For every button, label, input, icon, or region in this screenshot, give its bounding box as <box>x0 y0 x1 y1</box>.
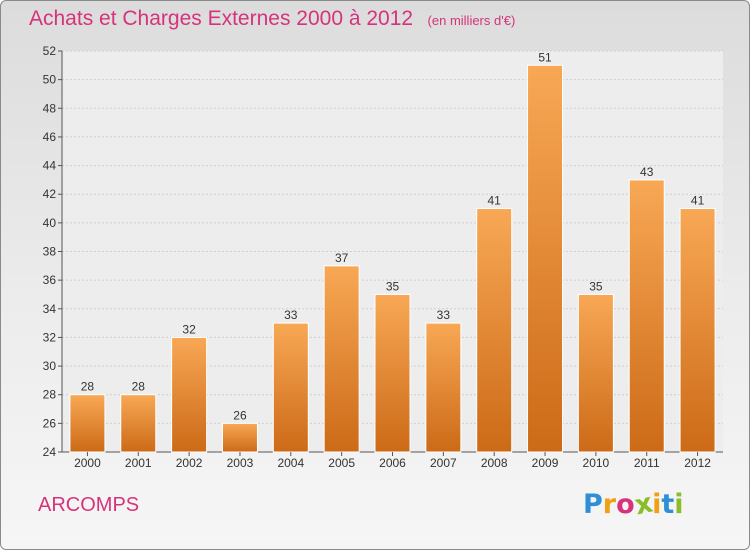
x-tick-label: 2010 <box>583 456 610 470</box>
y-tick-label: 32 <box>43 330 57 344</box>
x-tick-label: 2003 <box>227 456 254 470</box>
data-label: 51 <box>538 50 552 64</box>
y-tick-label: 50 <box>43 73 57 87</box>
proxiti-logo: Proxiti <box>583 488 684 522</box>
x-tick-label: 2000 <box>74 456 101 470</box>
bar-2012 <box>679 208 716 453</box>
data-label: 28 <box>132 380 146 394</box>
bar-2010 <box>577 293 614 453</box>
logo-letter: i <box>652 489 662 520</box>
x-tick-label: 2006 <box>379 456 406 470</box>
bar-2001 <box>120 394 157 453</box>
bar-2005 <box>323 265 360 453</box>
bar-2003 <box>221 422 258 453</box>
bar-2000 <box>69 394 106 453</box>
data-label: 35 <box>589 279 603 293</box>
data-label: 32 <box>182 322 196 336</box>
data-label: 41 <box>691 194 705 208</box>
y-tick-label: 26 <box>43 416 57 430</box>
data-label: 35 <box>386 279 400 293</box>
x-tick-label: 2007 <box>430 456 457 470</box>
y-tick-label: 30 <box>43 359 57 373</box>
y-tick-label: 48 <box>43 101 57 115</box>
bar-2004 <box>272 322 309 453</box>
data-label: 33 <box>284 308 298 322</box>
logo-letter: o <box>616 489 635 520</box>
y-tick-label: 36 <box>43 273 57 287</box>
y-tick-label: 42 <box>43 187 57 201</box>
x-tick-label: 2004 <box>277 456 304 470</box>
data-label: 28 <box>81 380 95 394</box>
x-tick-label: 2011 <box>634 456 660 470</box>
y-tick-label: 52 <box>43 44 57 58</box>
y-tick-label: 24 <box>43 445 57 459</box>
bar-2006 <box>374 293 411 453</box>
y-tick-label: 28 <box>43 388 57 402</box>
y-tick-label: 40 <box>43 216 57 230</box>
bar-2002 <box>171 336 208 453</box>
data-label: 33 <box>437 308 451 322</box>
y-tick-label: 46 <box>43 130 57 144</box>
x-tick-label: 2005 <box>328 456 355 470</box>
logo-letter: i <box>674 489 684 520</box>
bar-2008 <box>476 208 513 453</box>
bar-2009 <box>527 64 564 453</box>
y-tick-label: 44 <box>43 159 57 173</box>
x-tick-label: 2002 <box>176 456 203 470</box>
bar-2007 <box>425 322 462 453</box>
logo-letter: t <box>661 489 675 520</box>
logo-letter: r <box>602 489 617 520</box>
commune-name: ARCOMPS <box>38 494 140 516</box>
data-label: 37 <box>335 251 349 265</box>
chart-title-block: Achats et Charges Externes 2000 à 2012 (… <box>29 7 515 31</box>
logo-letter: P <box>583 489 603 520</box>
chart-title: Achats et Charges Externes 2000 à 2012 <box>29 7 414 30</box>
x-tick-label: 2008 <box>481 456 508 470</box>
x-tick-label: 2012 <box>684 456 711 470</box>
chart-subtitle: (en milliers d'€) <box>427 13 516 28</box>
data-label: 26 <box>233 408 247 422</box>
y-tick-label: 38 <box>43 245 57 259</box>
data-label: 41 <box>488 194 502 208</box>
bar-2011 <box>628 179 665 453</box>
y-tick-label: 34 <box>43 302 57 316</box>
data-label: 43 <box>640 165 654 179</box>
x-tick-label: 2009 <box>532 456 559 470</box>
x-tick-label: 2001 <box>125 456 152 470</box>
